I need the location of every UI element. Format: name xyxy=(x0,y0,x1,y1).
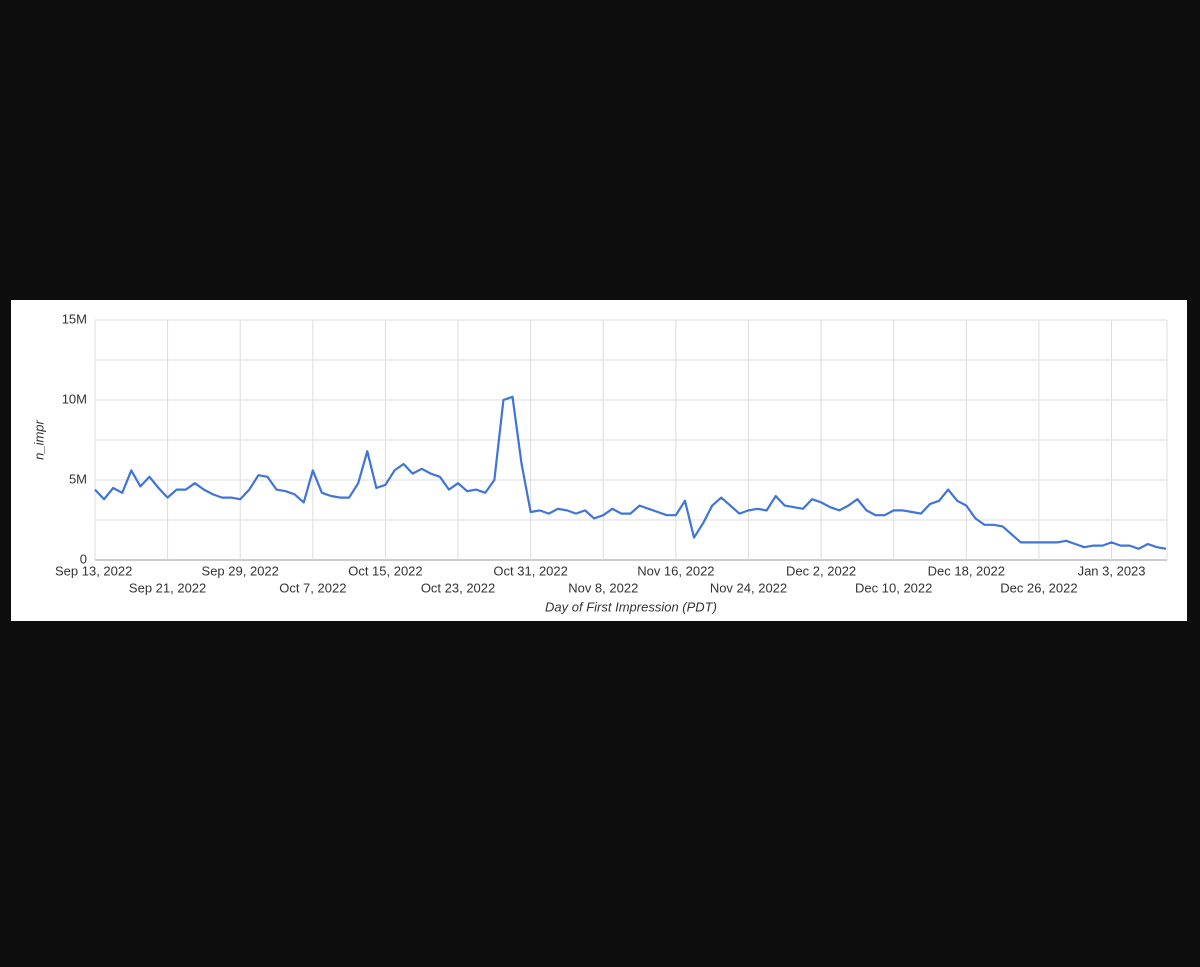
x-tick-label: Sep 29, 2022 xyxy=(202,563,279,578)
x-tick-label: Oct 31, 2022 xyxy=(493,563,567,578)
x-tick-label: Dec 2, 2022 xyxy=(786,563,856,578)
chart-panel xyxy=(11,300,1187,621)
x-tick-label: Oct 23, 2022 xyxy=(421,580,495,595)
y-tick-label: 10M xyxy=(62,391,87,406)
y-tick-label: 0 xyxy=(80,551,87,566)
data-line xyxy=(94,395,1167,550)
x-tick-label: Jan 3, 2023 xyxy=(1078,563,1146,578)
y-tick-label: 15M xyxy=(62,311,87,326)
x-tick-label: Nov 24, 2022 xyxy=(710,580,787,595)
x-tick-label: Nov 8, 2022 xyxy=(568,580,638,595)
x-tick-label: Oct 15, 2022 xyxy=(348,563,422,578)
y-axis-label: n_impr xyxy=(31,419,46,459)
x-tick-label: Dec 10, 2022 xyxy=(855,580,932,595)
y-tick-label: 5M xyxy=(69,471,87,486)
x-tick-label: Nov 16, 2022 xyxy=(637,563,714,578)
x-tick-label: Oct 7, 2022 xyxy=(279,580,346,595)
x-axis-label: Day of First Impression (PDT) xyxy=(545,599,717,614)
x-tick-label: Dec 18, 2022 xyxy=(928,563,1005,578)
x-tick-label: Sep 21, 2022 xyxy=(129,580,206,595)
x-tick-label: Sep 13, 2022 xyxy=(55,563,132,578)
x-tick-label: Dec 26, 2022 xyxy=(1000,580,1077,595)
